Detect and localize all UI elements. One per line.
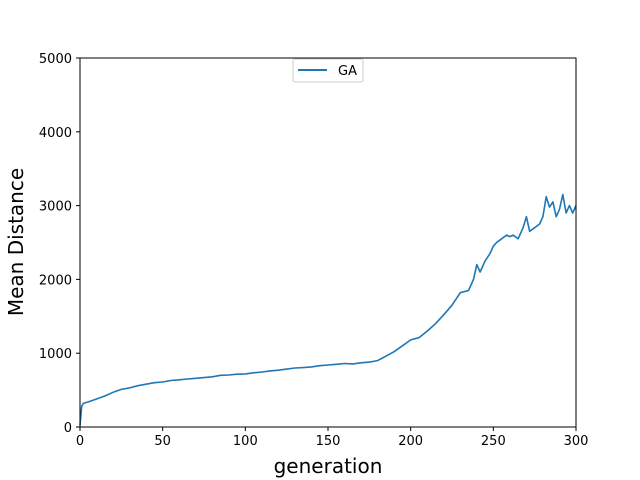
- x-tick-label: 250: [481, 434, 506, 449]
- x-tick-label: 150: [316, 434, 341, 449]
- x-tick-label: 300: [564, 434, 589, 449]
- x-tick-label: 0: [76, 434, 84, 449]
- y-axis-ticks: 0 1000 2000 3000 4000 5000: [39, 52, 80, 436]
- y-tick-label: 5000: [39, 52, 72, 67]
- y-tick-label: 4000: [39, 126, 72, 141]
- legend: GA: [292, 58, 364, 83]
- series-layer: [79, 193, 577, 426]
- series-line-ga: [79, 193, 577, 426]
- plot-area: [80, 58, 576, 427]
- y-tick-label: 1000: [39, 347, 72, 362]
- x-axis-label: generation: [274, 454, 383, 478]
- y-tick-label: 3000: [39, 200, 72, 215]
- x-tick-label: 50: [154, 434, 171, 449]
- legend-box: [292, 58, 364, 83]
- y-tick-label: 2000: [39, 273, 72, 288]
- x-axis-ticks: 0 50 100 150 200 250 300: [76, 427, 589, 449]
- y-axis-label: Mean Distance: [4, 168, 28, 316]
- y-tick-label: 0: [64, 421, 72, 436]
- x-tick-label: 100: [233, 434, 258, 449]
- legend-label-ga: GA: [338, 64, 357, 79]
- x-tick-label: 200: [398, 434, 423, 449]
